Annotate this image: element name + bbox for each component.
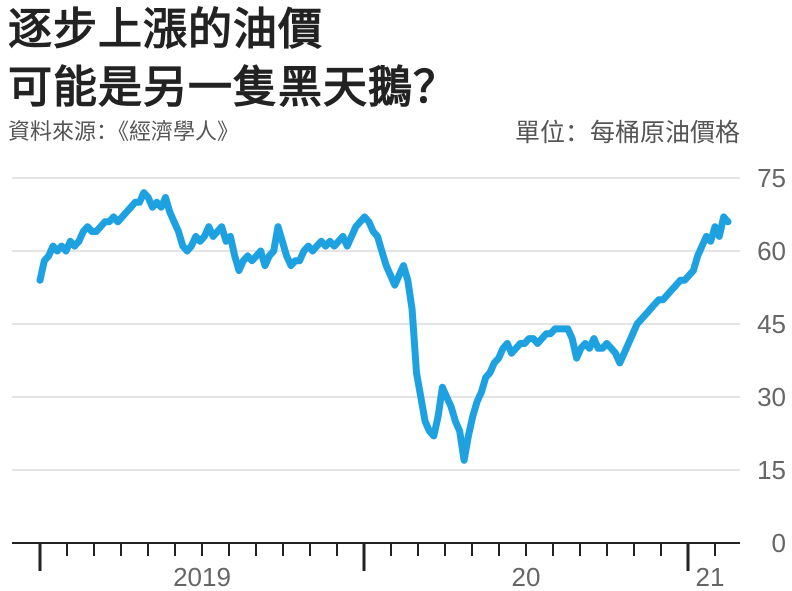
y-tick-label: 45 — [757, 309, 786, 339]
gridlines — [12, 177, 740, 471]
y-tick-label: 75 — [757, 163, 786, 193]
x-year-label: 21 — [696, 562, 725, 591]
series-group — [36, 189, 732, 464]
chart-title-line-2: 可能是另一隻黑天鵝？ — [8, 62, 458, 113]
y-tick-label: 15 — [757, 455, 786, 485]
y-axis-tick-labels: 75 60 45 30 15 0 — [757, 163, 786, 558]
y-tick-label: 60 — [757, 236, 786, 266]
chart-title-line-1: 逐步上漲的油價 — [8, 4, 323, 55]
x-year-label: 2019 — [173, 562, 231, 591]
y-tick-label: 0 — [772, 528, 786, 558]
x-axis — [12, 542, 740, 571]
y-tick-label: 30 — [757, 382, 786, 412]
source-note: 資料來源：《經濟學人》 — [8, 120, 240, 145]
x-year-label: 20 — [512, 562, 541, 591]
unit-note: 單位：每桶原油價格 — [514, 118, 740, 147]
x-axis-year-labels: 2019 20 21 — [173, 562, 724, 591]
oil-price-series-line — [36, 189, 732, 464]
